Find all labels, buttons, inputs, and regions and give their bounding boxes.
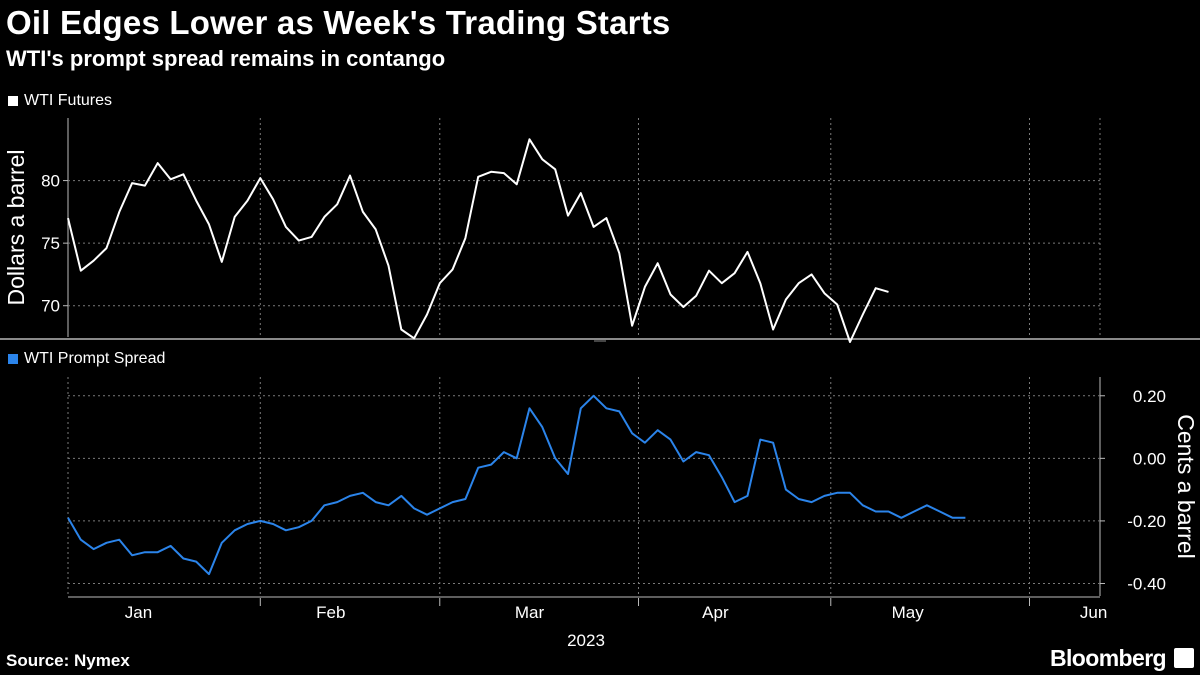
x-tick-label: May (892, 603, 925, 622)
chart-subtitle: WTI's prompt spread remains in contango (6, 46, 446, 71)
x-tick-label: Apr (702, 603, 729, 622)
x-tick-label: Jan (125, 603, 152, 622)
y-tick-label-bottom: -0.20 (1127, 512, 1166, 531)
x-tick-label: Mar (515, 603, 545, 622)
legend-label-futures: WTI Futures (24, 92, 113, 109)
chart-title: Oil Edges Lower as Week's Trading Starts (6, 4, 671, 41)
source-note: Source: Nymex (6, 651, 130, 670)
y-tick-label-bottom: 0.00 (1133, 449, 1166, 468)
bloomberg-logo: Bloomberg (1050, 645, 1167, 671)
bloomberg-icon (1174, 648, 1194, 668)
legend-wti-futures: WTI Futures (8, 92, 112, 110)
y-axis-label-bottom: Cents a barrel (1173, 414, 1199, 558)
y-tick-label-top: 70 (41, 297, 60, 316)
y-tick-label-top: 75 (41, 234, 60, 253)
legend-label-spread: WTI Prompt Spread (24, 350, 166, 367)
y-tick-label-bottom: -0.40 (1127, 574, 1166, 593)
y-axis-label-top: Dollars a barrel (3, 150, 29, 306)
x-tick-label: Feb (316, 603, 345, 622)
x-tick-label: Jun (1080, 603, 1107, 622)
legend-swatch-spread (8, 354, 18, 364)
x-axis-label: 2023 (567, 631, 605, 650)
y-tick-label-top: 80 (41, 172, 60, 191)
series-line-wti-futures (67, 138, 889, 343)
y-tick-label-bottom: 0.20 (1133, 387, 1166, 406)
legend-wti-prompt-spread: WTI Prompt Spread (8, 350, 165, 368)
series-line-wti-prompt-spread (67, 394, 966, 576)
legend-swatch-futures (8, 96, 18, 106)
